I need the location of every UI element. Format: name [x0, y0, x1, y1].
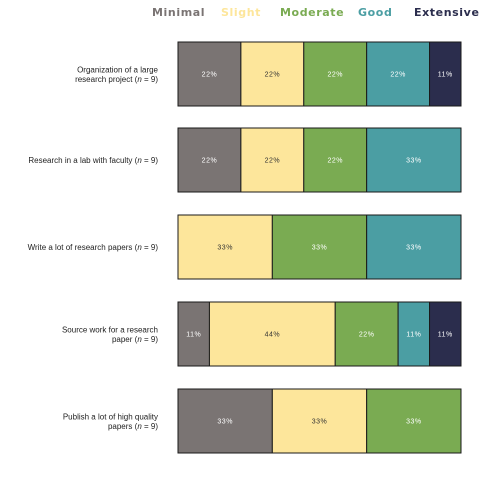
bar-segment-minimal: [177, 388, 273, 454]
category-label-line: paper (n = 9): [112, 335, 158, 344]
bar-row-2: 22% 22% 22% 33%: [177, 127, 462, 193]
bar-segment-good: [366, 41, 431, 107]
bar-segment-slight: [240, 127, 305, 193]
bar-segment-extensive: [429, 301, 462, 367]
data-label: 22%: [202, 72, 218, 79]
data-label: 33%: [406, 419, 422, 426]
bar-segment-slight: [208, 301, 336, 367]
bar-row-3: 33% 33% 33%: [177, 214, 462, 280]
data-label: 22%: [359, 332, 375, 339]
data-label: 11%: [186, 332, 201, 339]
data-label: 22%: [327, 72, 343, 79]
bar-segment-slight: [271, 388, 368, 454]
category-label-2: Research in a lab with faculty (n = 9): [28, 156, 158, 165]
data-label: 22%: [390, 72, 406, 79]
bar-segment-slight: [240, 41, 305, 107]
category-label-line: papers (n = 9): [108, 422, 158, 431]
bar-segment-good: [397, 301, 431, 367]
data-label: 22%: [327, 158, 343, 165]
data-label: 22%: [265, 72, 281, 79]
bar-segment-moderate: [303, 41, 368, 107]
category-label-line: Source work for a research: [62, 325, 158, 334]
bar-segment-good: [366, 127, 462, 193]
bar-row-1: 22% 22% 22% 22% 11%: [177, 41, 462, 107]
bar-segment-extensive: [429, 41, 462, 107]
bar-segment-good: [366, 214, 462, 280]
bar-segment-minimal: [177, 301, 210, 367]
data-label: 44%: [265, 332, 281, 339]
data-label: 11%: [438, 72, 453, 79]
data-label: 33%: [217, 419, 233, 426]
bar-segment-moderate: [303, 127, 368, 193]
bar-segment-minimal: [177, 41, 242, 107]
category-label-line: Write a lot of research papers (n = 9): [28, 243, 159, 252]
category-label-3: Write a lot of research papers (n = 9): [28, 243, 159, 252]
data-label: 22%: [202, 158, 218, 165]
data-label: 11%: [438, 332, 453, 339]
chart-legend: Minimal Slight Moderate Good Extensive: [152, 6, 480, 19]
legend-minimal: Minimal: [152, 6, 205, 19]
bar-row-5: 33% 33% 33%: [177, 388, 462, 454]
legend-slight: Slight: [221, 6, 261, 19]
legend-moderate: Moderate: [280, 6, 344, 19]
bar-segment-slight: [177, 214, 273, 280]
data-label: 33%: [312, 245, 328, 252]
data-label: 22%: [265, 158, 281, 165]
category-label-line: Publish a lot of high quality: [63, 412, 158, 421]
data-label: 33%: [312, 419, 328, 426]
legend-good: Good: [358, 6, 392, 19]
bar-row-4: 11% 44% 22% 11% 11%: [177, 301, 462, 367]
bar-segment-minimal: [177, 127, 242, 193]
data-label: 33%: [217, 245, 233, 252]
bar-segment-moderate: [366, 388, 462, 454]
data-label: 11%: [406, 332, 421, 339]
category-label-line: Research in a lab with faculty (n = 9): [28, 156, 158, 165]
category-label-line: Organization of a large: [77, 65, 158, 74]
legend-extensive: Extensive: [414, 6, 480, 19]
category-label-line: research project (n = 9): [75, 75, 158, 84]
data-label: 33%: [406, 245, 422, 252]
chart-bars: 22% 22% 22% 22% 11% 22% 22% 22% 33% 33% 33% 33% 11% 4…: [177, 41, 462, 454]
data-label: 33%: [406, 158, 422, 165]
